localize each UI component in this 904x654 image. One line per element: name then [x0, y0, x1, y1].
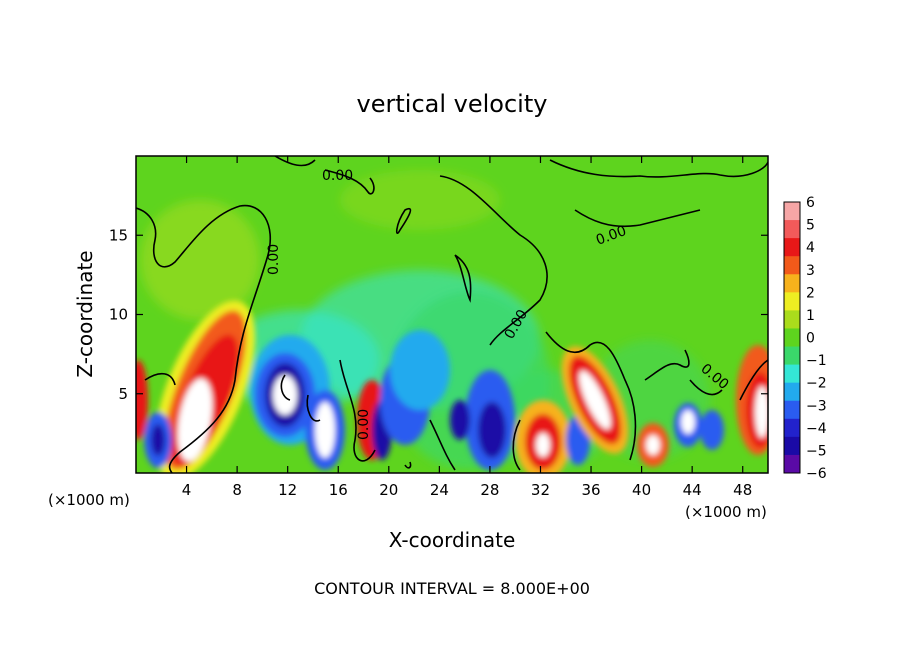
colorbar-tick-label: 5	[806, 218, 815, 234]
colorbar-swatch	[784, 346, 800, 366]
contour-interval-footer: CONTOUR INTERVAL = 8.000E+00	[314, 579, 590, 598]
colorbar-swatch	[784, 274, 800, 293]
colorbar-tick-label: −6	[806, 466, 827, 482]
colorbar-tick-label: 1	[806, 308, 815, 324]
y-tick-label: 5	[118, 385, 128, 403]
colorbar-swatch	[784, 292, 800, 311]
contour-label: 0.00	[322, 168, 353, 184]
y-axis-label: Z-coordinate	[73, 250, 97, 377]
x-unit-label-left: (×1000 m)	[48, 491, 130, 509]
colorbar-swatch	[784, 202, 800, 221]
feature-layer	[136, 300, 768, 473]
colorbar-swatch	[784, 220, 800, 239]
colorbar-swatch	[784, 382, 800, 402]
colorbar-swatch	[784, 400, 800, 420]
x-tick-label: 20	[379, 481, 398, 499]
x-tick-label: 24	[430, 481, 449, 499]
colorbar-tick-label: 4	[806, 240, 815, 256]
colorbar: 6 5 4 3 2 1 0 −1 −2 −3 −4 −5 −6	[783, 195, 827, 482]
x-axis-label: X-coordinate	[389, 528, 516, 552]
x-tick-label: 32	[531, 481, 550, 499]
x-tick-label: 28	[480, 481, 499, 499]
colorbar-frame	[783, 201, 801, 474]
colorbar-swatch	[784, 310, 800, 329]
colorbar-tick-label: −1	[806, 353, 827, 369]
colorbar-swatch	[784, 364, 800, 384]
heatmap-field: 0.00 0.00 0.00 0.00 0.00 0.00	[136, 156, 768, 473]
colorbar-tick-label: −5	[806, 443, 827, 459]
contour-label: 0.00	[356, 409, 372, 440]
contour-lines	[136, 156, 768, 473]
x-tick-label: 12	[278, 481, 297, 499]
y-axis: 5 10 15	[109, 226, 768, 403]
colorbar-swatch	[784, 238, 800, 257]
x-tick-label: 40	[632, 481, 651, 499]
colorbar-swatch	[784, 436, 800, 456]
colorbar-tick-label: 2	[806, 285, 815, 301]
colorbar-swatch	[784, 256, 800, 275]
y-tick-label: 10	[109, 306, 128, 324]
chart-title: vertical velocity	[357, 90, 548, 118]
x-tick-label: 16	[329, 481, 348, 499]
colorbar-tick-label: −4	[806, 421, 827, 437]
colorbar-tick-label: −3	[806, 398, 827, 414]
x-unit-label-right: (×1000 m)	[685, 503, 767, 521]
x-axis: 4 8 12 16 20 24 28 32 36 40 44 48	[182, 156, 752, 499]
x-tick-label: 48	[733, 481, 752, 499]
colorbar-swatch	[784, 328, 800, 348]
colorbar-tick-label: 0	[806, 331, 815, 347]
x-tick-label: 44	[683, 481, 702, 499]
colorbar-tick-label: 3	[806, 263, 815, 279]
colorbar-swatch	[784, 454, 800, 474]
colorbar-tick-label: −2	[806, 376, 827, 392]
x-tick-label: 36	[581, 481, 600, 499]
y-tick-label: 15	[109, 226, 128, 244]
contour-label: 0.00	[266, 244, 282, 275]
x-tick-label: 8	[232, 481, 242, 499]
x-tick-label: 4	[182, 481, 192, 499]
colorbar-swatch	[784, 418, 800, 438]
colorbar-tick-label: 6	[806, 195, 815, 211]
